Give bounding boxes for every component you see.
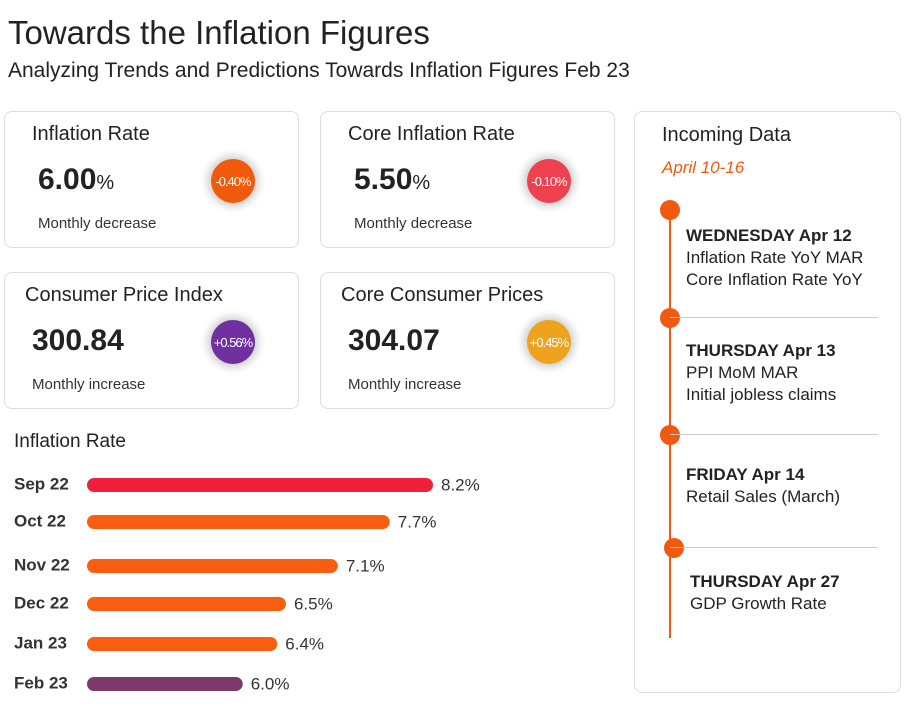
separator <box>670 434 878 435</box>
event-day: FRIDAY Apr 14 <box>686 465 805 484</box>
data-label: 6.4% <box>285 634 324 653</box>
event-day: THURSDAY Apr 27 <box>690 572 840 591</box>
data-label: 8.2% <box>441 475 480 494</box>
event: WEDNESDAY Apr 12 Inflation Rate YoY MAR Co… <box>686 225 863 291</box>
timeline <box>669 210 671 638</box>
badge: -0.40% <box>211 159 255 203</box>
timeline-dot <box>660 425 680 445</box>
unit: % <box>96 172 115 194</box>
event-item: Inflation Rate YoY MAR <box>686 248 864 267</box>
badge: +0.56% <box>211 320 255 364</box>
y-tick-label: Feb 23 <box>14 673 68 692</box>
y-tick-label: Jan 23 <box>14 633 67 652</box>
bar <box>87 478 433 492</box>
event: THURSDAY Apr 13 PPI MoM MAR Initial jobles… <box>686 340 836 406</box>
y-tick-label: Oct 22 <box>14 511 66 530</box>
card-title: Core Inflation Rate <box>348 123 515 145</box>
badge: +0.45% <box>527 320 571 364</box>
card-value: 304.07 <box>348 324 440 358</box>
timeline-dot <box>660 308 680 328</box>
event-item: Retail Sales (March) <box>686 487 840 506</box>
subtitle: Analyzing Trends and Predictions Towards… <box>8 59 630 82</box>
event-day: THURSDAY Apr 13 <box>686 341 836 360</box>
value: 6.00 <box>38 163 97 196</box>
value: 300.84 <box>32 324 124 357</box>
timeline-dot <box>664 538 684 558</box>
bar <box>87 559 338 573</box>
y-tick-label: Sep 22 <box>14 474 69 493</box>
card-title: Consumer Price Index <box>25 284 223 306</box>
card-note: Monthly increase <box>348 376 462 393</box>
y-tick-label: Nov 22 <box>14 555 70 574</box>
card-note: Monthly decrease <box>38 215 157 232</box>
bar <box>87 597 286 611</box>
title: Towards the Inflation Figures <box>8 14 430 51</box>
y-tick-label: Dec 22 <box>14 593 69 612</box>
card-value: 300.84 <box>32 324 124 358</box>
event-item: Initial jobless claims <box>686 385 837 404</box>
badge: -0.10% <box>527 159 571 203</box>
value: 304.07 <box>348 324 440 357</box>
event-item: GDP Growth Rate <box>690 594 827 613</box>
bar <box>87 515 390 529</box>
incoming-title: Incoming Data <box>662 124 791 146</box>
data-label: 7.7% <box>398 512 437 531</box>
data-label: 6.5% <box>294 594 333 613</box>
card-note: Monthly increase <box>32 376 146 393</box>
event: THURSDAY Apr 27 GDP Growth Rate <box>690 571 840 615</box>
chart: Inflation Rate Sep 22 8.2% Oct 22 7.7% Nov 2… <box>14 431 480 693</box>
timeline-dot <box>660 200 680 220</box>
data-label: 7.1% <box>346 556 385 575</box>
card-title: Inflation Rate <box>32 123 150 145</box>
unit: % <box>412 172 431 194</box>
separator <box>670 547 878 548</box>
event-item: Core Inflation Rate YoY <box>686 270 863 289</box>
card-title: Core Consumer Prices <box>341 284 544 306</box>
bar <box>87 677 243 691</box>
card-note: Monthly decrease <box>354 215 473 232</box>
card-value: 5.50% <box>354 163 430 197</box>
chart-title: Inflation Rate <box>14 431 126 452</box>
data-label: 6.0% <box>251 674 290 693</box>
card-value: 6.00% <box>38 163 114 197</box>
value: 5.50 <box>354 163 413 196</box>
bar <box>87 637 278 651</box>
incoming-date: April 10-16 <box>662 158 745 177</box>
event-day: WEDNESDAY Apr 12 <box>686 226 852 245</box>
separator <box>670 317 878 318</box>
event-item: PPI MoM MAR <box>686 363 799 382</box>
event: FRIDAY Apr 14 Retail Sales (March) <box>686 464 840 508</box>
